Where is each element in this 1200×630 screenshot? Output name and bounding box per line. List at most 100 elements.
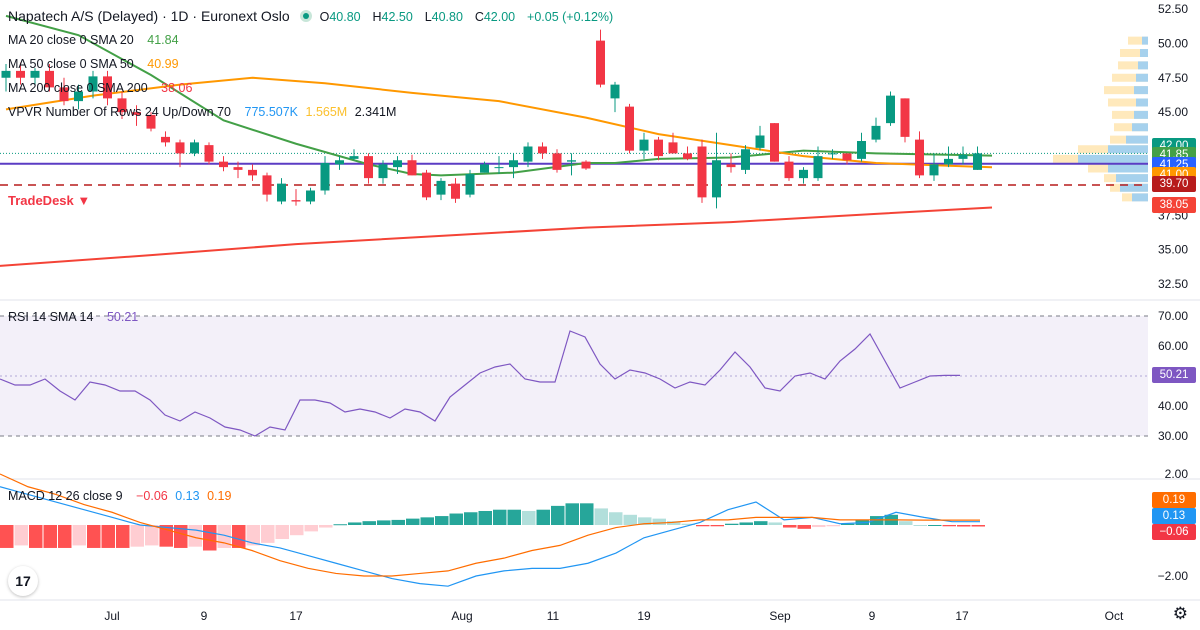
close-label: C — [474, 10, 484, 24]
ma200-legend[interactable]: MA 200 close 0 SMA 200 38.06 — [8, 81, 196, 95]
macd-histogram-bar — [812, 525, 826, 528]
candle — [755, 135, 765, 148]
macd-line-value: 0.13 — [175, 489, 200, 503]
price-tick-label: 52.50 — [1158, 2, 1188, 16]
ma50-value: 40.99 — [147, 57, 179, 71]
chart-header: Napatech A/S (Delayed) · 1D · Euronext O… — [8, 8, 617, 24]
volume-profile-row-up — [1132, 123, 1148, 132]
candle — [465, 174, 475, 195]
macd-histogram-bar — [348, 522, 362, 525]
vpvr-legend[interactable]: VPVR Number Of Rows 24 Up/Down 70 775.50… — [8, 105, 400, 119]
volume-profile-row — [1120, 49, 1148, 57]
candle — [378, 164, 388, 179]
tradedesk-annotation[interactable]: TradeDesk ▼ — [8, 193, 91, 208]
candle — [306, 190, 315, 202]
candle — [552, 153, 562, 170]
macd-histogram-bar — [754, 521, 768, 525]
candle — [291, 200, 301, 202]
gear-icon[interactable]: ⚙ — [1172, 604, 1188, 623]
macd-histogram-bar — [928, 525, 942, 526]
volume-profile-row — [1108, 98, 1148, 107]
candlestick-series — [1, 29, 982, 209]
candle — [451, 183, 460, 199]
candle — [480, 164, 489, 173]
macd-histogram-bar — [377, 520, 391, 525]
vpvr-down-value: 1.565M — [305, 105, 348, 119]
candle — [610, 84, 620, 99]
candle — [900, 98, 910, 137]
volume-profile-row — [1112, 110, 1148, 119]
macd-histogram-bar — [145, 525, 159, 546]
volume-profile-row-up — [1142, 36, 1148, 45]
candle — [842, 153, 852, 161]
macd-histogram-bar — [0, 525, 14, 548]
price-scale-label: 0.13 — [1152, 507, 1196, 524]
rsi-tick-label: 40.00 — [1158, 399, 1188, 413]
volume-profile-row-up — [1078, 154, 1148, 163]
volume-profile-row-up — [1134, 110, 1148, 119]
tradingview-logo[interactable]: 17 — [8, 566, 38, 596]
volume-profile-row — [1118, 61, 1148, 70]
rsi-legend[interactable]: RSI 14 SMA 14 50.21 — [8, 310, 142, 324]
macd-histogram-bar — [899, 521, 913, 525]
macd-histogram-bar — [464, 512, 478, 525]
ma50-legend[interactable]: MA 50 close 0 SMA 50 40.99 — [8, 57, 183, 71]
macd-histogram-bar — [116, 525, 130, 548]
candle — [233, 167, 243, 170]
candle — [204, 145, 214, 162]
time-tick-label: Oct — [1105, 609, 1124, 623]
volume-profile-row — [1104, 86, 1148, 95]
rsi-pane — [0, 315, 1148, 437]
vpvr-up-value: 775.507K — [244, 105, 299, 119]
close-value: 42.00 — [483, 10, 516, 24]
candle — [349, 156, 359, 159]
macd-histogram-bar — [783, 525, 797, 528]
open-label: O — [319, 10, 330, 24]
macd-histogram-bar — [826, 525, 840, 527]
macd-tick-label: 2.00 — [1165, 467, 1189, 481]
macd-histogram-bar — [246, 525, 260, 546]
candle — [422, 172, 431, 198]
candle — [523, 146, 533, 162]
candle — [45, 70, 54, 88]
candle — [697, 146, 707, 198]
volume-profile-row-up — [1108, 164, 1148, 173]
candle — [16, 70, 25, 78]
macd-histogram-bar — [870, 516, 884, 525]
candle — [915, 139, 924, 176]
candle — [929, 164, 939, 176]
macd-hist-value: −0.06 — [136, 489, 168, 503]
price-scale-label: 50.21 — [1152, 367, 1196, 384]
ma20-legend[interactable]: MA 20 close 0 SMA 20 41.84 — [8, 33, 183, 47]
candle — [175, 142, 185, 154]
volume-profile-row-up — [1120, 183, 1148, 192]
macd-histogram-bar — [551, 505, 565, 525]
candle — [886, 95, 895, 124]
high-value: 42.50 — [381, 10, 413, 24]
candle — [509, 160, 518, 168]
macd-histogram-bar — [971, 525, 985, 527]
macd-histogram-bar — [493, 509, 507, 525]
low-value: 40.80 — [431, 10, 463, 24]
candle — [668, 142, 678, 154]
macd-legend[interactable]: MACD 12 26 close 9 −0.06 0.13 0.19 — [8, 489, 235, 503]
candle — [88, 76, 98, 92]
candle — [335, 160, 344, 165]
candle — [190, 142, 199, 154]
macd-histogram-bar — [58, 525, 72, 548]
macd-histogram-bar — [435, 516, 449, 525]
macd-histogram-bar — [420, 517, 434, 525]
candle — [103, 76, 112, 99]
market-status-icon — [299, 10, 312, 22]
symbol-title[interactable]: Napatech A/S (Delayed) · 1D · Euronext O… — [8, 8, 290, 24]
macd-label: MACD 12 26 close 9 — [8, 489, 123, 503]
macd-histogram-bar — [725, 523, 739, 525]
macd-histogram-bar — [522, 510, 536, 525]
time-tick-label: Jul — [104, 609, 119, 623]
macd-histogram-bar — [87, 525, 101, 548]
time-tick-label: 9 — [201, 609, 208, 623]
macd-histogram-bar — [652, 518, 666, 525]
macd-histogram-bar — [667, 521, 681, 525]
candle — [581, 161, 591, 169]
